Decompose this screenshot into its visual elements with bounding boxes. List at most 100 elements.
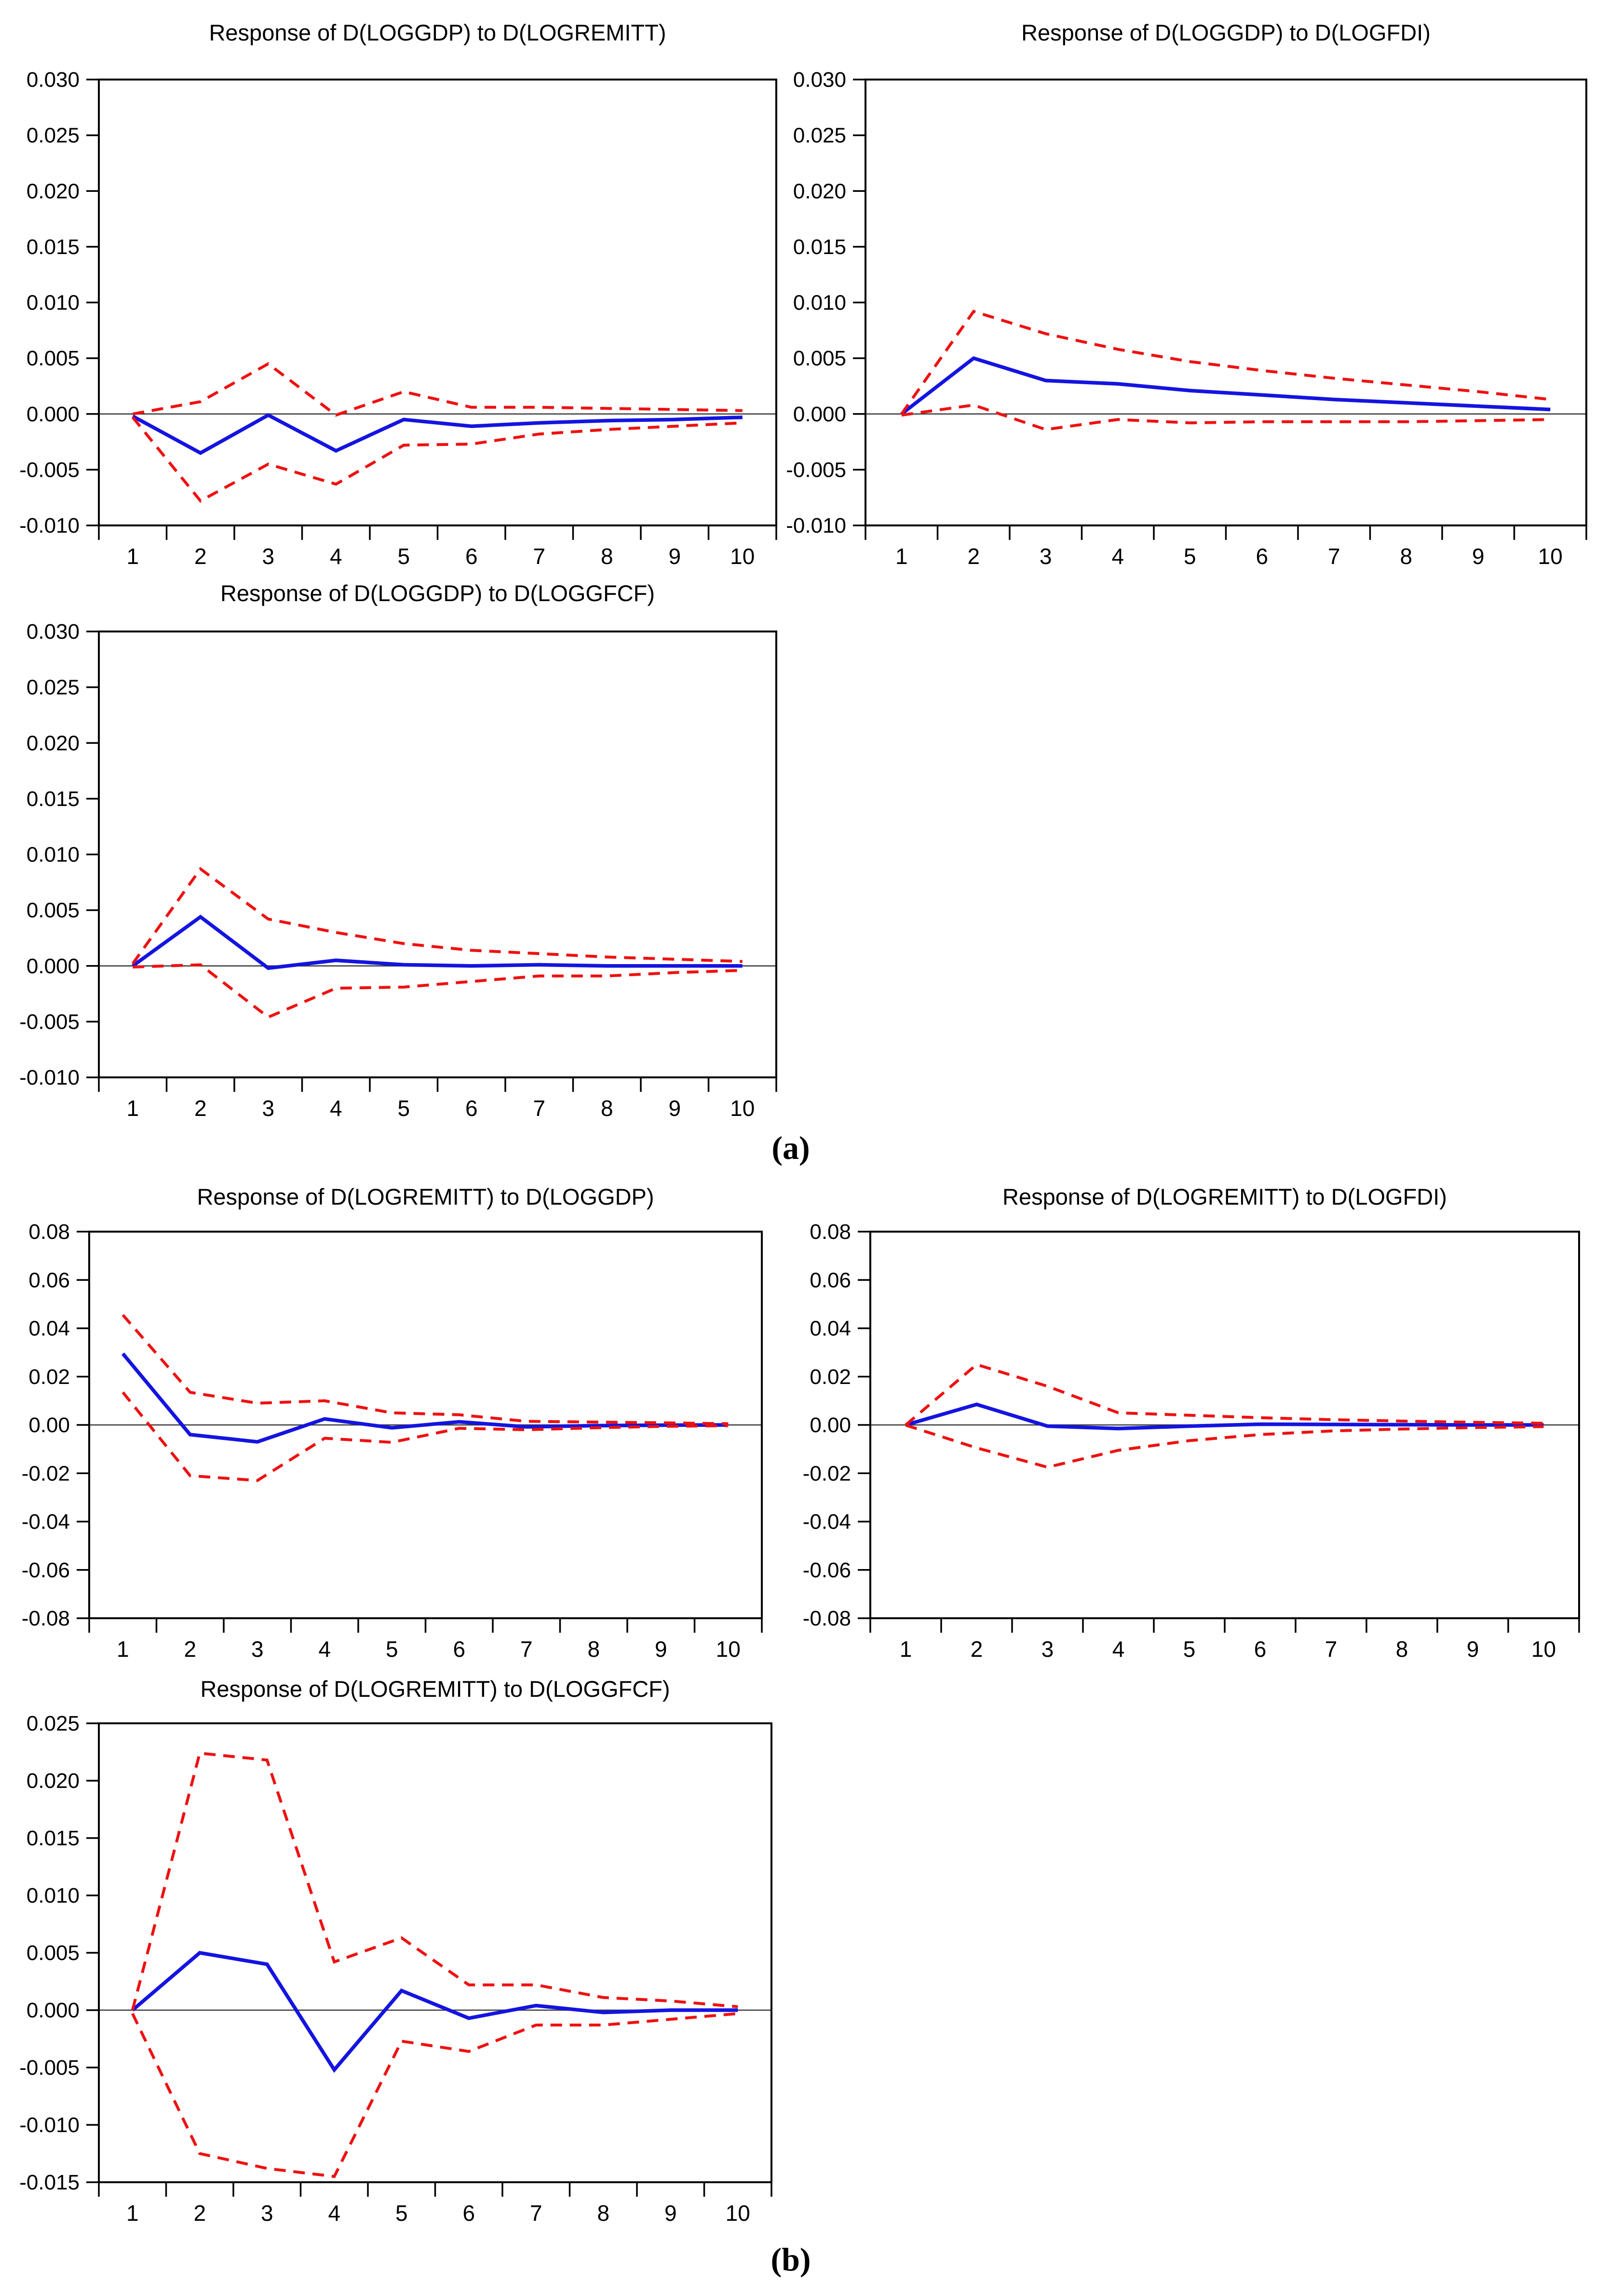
svg-text:5: 5 bbox=[397, 1096, 410, 1121]
svg-text:3: 3 bbox=[251, 1637, 264, 1662]
irf-chart-remitt-gfcf: Response of D(LOGREMITT) to D(LOGGFCF) 0… bbox=[10, 1668, 791, 2232]
svg-text:0.020: 0.020 bbox=[27, 1769, 80, 1793]
svg-text:8: 8 bbox=[587, 1637, 600, 1662]
svg-text:0.020: 0.020 bbox=[27, 179, 80, 203]
svg-text:8: 8 bbox=[1396, 1637, 1408, 1662]
svg-text:0.015: 0.015 bbox=[793, 235, 846, 259]
chart-title: Response of D(LOGREMITT) to D(LOGGDP) bbox=[197, 1184, 654, 1209]
svg-text:9: 9 bbox=[668, 1096, 681, 1121]
panel-label-a: (a) bbox=[771, 1129, 810, 1166]
irf-chart-remitt-fdi: Response of D(LOGREMITT) to D(LOGFDI) 0.… bbox=[771, 1174, 1620, 1665]
svg-text:5: 5 bbox=[386, 1637, 398, 1662]
chart-canvas: 0.025 0.020 0.015 0.010 0.005 0.000 -0.005 -0.0… bbox=[19, 1712, 772, 2226]
svg-text:-0.02: -0.02 bbox=[803, 1462, 851, 1485]
svg-text:0.010: 0.010 bbox=[27, 843, 80, 867]
svg-text:3: 3 bbox=[261, 2201, 273, 2226]
irf-chart-gdp-gfcf: Response of D(LOGGDP) to D(LOGGFCF) 0.03… bbox=[19, 576, 786, 1140]
svg-text:6: 6 bbox=[1254, 1637, 1267, 1662]
svg-text:-0.010: -0.010 bbox=[786, 514, 846, 537]
svg-text:7: 7 bbox=[533, 544, 545, 569]
svg-text:8: 8 bbox=[601, 544, 613, 569]
svg-text:0.06: 0.06 bbox=[810, 1268, 851, 1292]
svg-text:3: 3 bbox=[262, 1096, 274, 1121]
chart-canvas: 0.030 0.025 0.020 0.015 0.010 0.005 0.000 -0.00… bbox=[19, 620, 777, 1121]
svg-text:10: 10 bbox=[1538, 544, 1563, 569]
svg-text:2: 2 bbox=[184, 1637, 196, 1662]
svg-text:0.010: 0.010 bbox=[27, 1884, 80, 1907]
svg-text:1: 1 bbox=[126, 1096, 139, 1121]
svg-text:0.000: 0.000 bbox=[793, 403, 846, 426]
svg-text:0.000: 0.000 bbox=[27, 403, 80, 426]
svg-text:0.015: 0.015 bbox=[27, 235, 80, 259]
svg-text:8: 8 bbox=[601, 1096, 613, 1121]
svg-text:-0.04: -0.04 bbox=[22, 1510, 70, 1534]
svg-text:-0.015: -0.015 bbox=[19, 2171, 80, 2194]
svg-text:-0.08: -0.08 bbox=[22, 1607, 70, 1630]
chart-title: Response of D(LOGGDP) to D(LOGREMITT) bbox=[209, 20, 666, 45]
svg-text:9: 9 bbox=[1467, 1637, 1479, 1662]
svg-text:-0.04: -0.04 bbox=[803, 1510, 851, 1534]
svg-text:6: 6 bbox=[453, 1637, 465, 1662]
svg-text:0.000: 0.000 bbox=[27, 954, 80, 978]
chart-title: Response of D(LOGREMITT) to D(LOGGFCF) bbox=[200, 1676, 670, 1702]
svg-text:0.015: 0.015 bbox=[27, 787, 80, 811]
svg-text:0.030: 0.030 bbox=[27, 68, 80, 92]
svg-text:10: 10 bbox=[726, 2201, 750, 2226]
svg-text:0.00: 0.00 bbox=[810, 1413, 851, 1437]
svg-text:3: 3 bbox=[1041, 1637, 1054, 1662]
chart-canvas: 0.030 0.025 0.020 0.015 0.010 0.005 0.000 -0.00… bbox=[786, 68, 1587, 569]
svg-text:0.02: 0.02 bbox=[28, 1365, 70, 1389]
svg-text:0.025: 0.025 bbox=[793, 124, 846, 148]
svg-text:10: 10 bbox=[1531, 1637, 1556, 1662]
svg-text:5: 5 bbox=[1183, 1637, 1196, 1662]
svg-text:7: 7 bbox=[520, 1637, 533, 1662]
svg-text:4: 4 bbox=[330, 544, 342, 569]
svg-text:0.030: 0.030 bbox=[793, 68, 846, 92]
svg-text:1: 1 bbox=[900, 1637, 912, 1662]
chart-canvas: 0.030 0.025 0.020 0.015 0.010 0.005 0.000 -0.00… bbox=[19, 68, 777, 569]
svg-text:-0.005: -0.005 bbox=[19, 2056, 80, 2080]
svg-text:2: 2 bbox=[194, 1096, 207, 1121]
svg-text:3: 3 bbox=[1040, 544, 1052, 569]
svg-text:-0.06: -0.06 bbox=[22, 1558, 70, 1582]
svg-text:0.025: 0.025 bbox=[27, 1712, 80, 1735]
svg-text:1: 1 bbox=[117, 1637, 129, 1662]
svg-text:-0.005: -0.005 bbox=[786, 458, 846, 482]
svg-text:1: 1 bbox=[126, 544, 139, 569]
svg-text:0.005: 0.005 bbox=[27, 347, 80, 370]
chart-canvas: 0.08 0.06 0.04 0.02 0.00 -0.02 -0.04 -0.06 -0.08… bbox=[803, 1220, 1580, 1662]
svg-text:9: 9 bbox=[655, 1637, 667, 1662]
svg-text:0.00: 0.00 bbox=[28, 1413, 70, 1437]
svg-text:7: 7 bbox=[533, 1096, 545, 1121]
svg-text:0.010: 0.010 bbox=[793, 291, 846, 315]
chart-title: Response of D(LOGREMITT) to D(LOGFDI) bbox=[1002, 1184, 1447, 1209]
svg-text:7: 7 bbox=[530, 2201, 542, 2226]
svg-text:9: 9 bbox=[664, 2201, 677, 2226]
svg-text:-0.010: -0.010 bbox=[19, 1066, 80, 1089]
svg-text:4: 4 bbox=[328, 2201, 340, 2226]
svg-text:-0.010: -0.010 bbox=[19, 2113, 80, 2137]
svg-text:0.08: 0.08 bbox=[28, 1220, 70, 1244]
svg-text:10: 10 bbox=[716, 1637, 741, 1662]
svg-text:4: 4 bbox=[318, 1637, 331, 1662]
svg-text:4: 4 bbox=[1112, 1637, 1125, 1662]
svg-text:-0.02: -0.02 bbox=[22, 1462, 70, 1485]
panel-label-b: (b) bbox=[770, 2241, 811, 2278]
svg-text:5: 5 bbox=[1184, 544, 1196, 569]
svg-text:-0.08: -0.08 bbox=[803, 1607, 851, 1630]
svg-text:6: 6 bbox=[1256, 544, 1268, 569]
svg-text:4: 4 bbox=[1111, 544, 1124, 569]
svg-text:8: 8 bbox=[1400, 544, 1412, 569]
svg-text:0.005: 0.005 bbox=[27, 1941, 80, 1965]
svg-text:0.08: 0.08 bbox=[810, 1220, 851, 1244]
svg-text:10: 10 bbox=[730, 544, 755, 569]
svg-text:6: 6 bbox=[465, 544, 478, 569]
svg-text:4: 4 bbox=[330, 1096, 342, 1121]
svg-text:6: 6 bbox=[462, 2201, 475, 2226]
svg-text:3: 3 bbox=[262, 544, 274, 569]
svg-text:0.010: 0.010 bbox=[27, 291, 80, 315]
svg-text:10: 10 bbox=[730, 1096, 755, 1121]
svg-text:7: 7 bbox=[1328, 544, 1340, 569]
irf-chart-gdp-remitt: Response of D(LOGGDP) to D(LOGREMITT) 0.… bbox=[19, 10, 786, 574]
